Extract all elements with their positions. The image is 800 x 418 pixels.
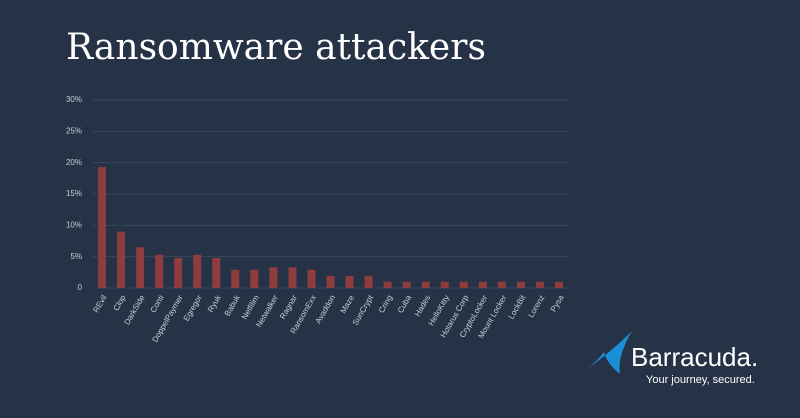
bar [288,267,297,288]
bar [459,281,468,288]
bar [250,269,259,288]
bar [269,267,278,288]
bar [345,276,354,288]
bar [136,247,145,288]
bar [402,281,411,288]
y-tick-label: 30% [66,95,82,104]
logo-fin [583,331,632,374]
bar [421,281,430,288]
bar [383,281,392,288]
logo: Barracuda. Your journey, secured. [583,331,758,386]
bar [117,231,126,288]
brand-tagline: Your journey, secured. [646,374,755,386]
y-tick-label: 15% [66,189,82,198]
y-tick-label: 25% [66,126,82,135]
y-tick-label: 5% [70,252,82,261]
bar [440,281,449,288]
bar [478,281,487,288]
chart-title: Ransomware attackers [66,27,486,68]
bar [231,269,240,288]
y-tick-label: 20% [66,158,82,167]
bar [212,257,221,288]
brand-name: Barracuda. [631,342,758,372]
bar [535,281,544,288]
y-tick-label: 0 [78,283,83,292]
bar [326,276,335,288]
bar [554,281,563,288]
bar [516,281,525,288]
bar [497,281,506,288]
bar [193,254,202,288]
bar [174,257,183,288]
bar [307,269,316,288]
bar [98,167,107,288]
bar [364,276,373,288]
bar [155,254,164,288]
y-tick-label: 10% [66,220,82,229]
